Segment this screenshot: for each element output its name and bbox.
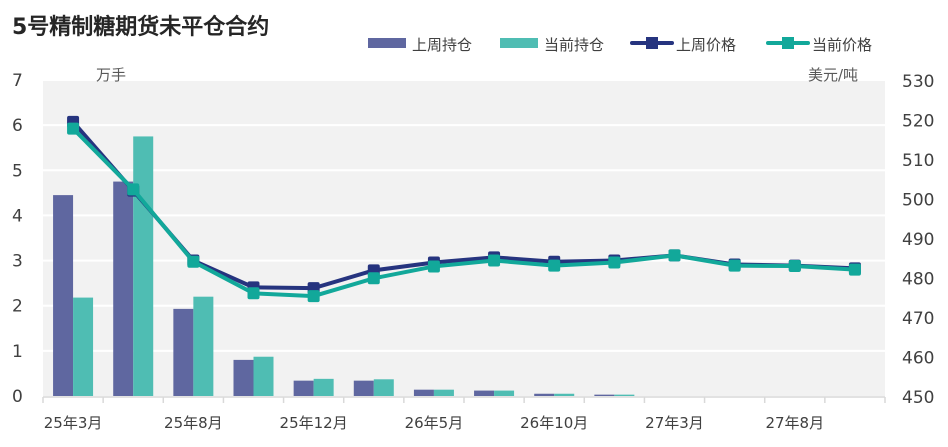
left-tick-label: 4: [12, 206, 23, 226]
point-current-2: [187, 255, 200, 268]
left-tick-label: 2: [12, 297, 23, 317]
bar-current-1: [133, 136, 154, 396]
x-tick-label: 25年12月: [280, 414, 348, 432]
point-current-10: [668, 249, 681, 262]
left-tick-label: 5: [12, 161, 23, 181]
left-tick-label: 7: [12, 71, 23, 91]
bar-last-week-9: [594, 394, 615, 396]
right-tick-label: 480: [902, 270, 934, 290]
x-tick-label: 25年8月: [164, 414, 223, 432]
point-current-8: [548, 259, 561, 272]
legend-marker: [782, 37, 794, 49]
line-current-price: [71, 127, 856, 299]
point-current-11: [728, 259, 741, 272]
bar-current-9: [614, 394, 635, 396]
point-current-5: [367, 272, 380, 285]
bar-last-week-2: [173, 308, 194, 396]
point-current-0: [67, 122, 80, 135]
chart-title: 5号精制糖期货未平仓合约: [12, 14, 269, 40]
right-tick-label: 510: [902, 151, 934, 171]
bar-last-week-5: [353, 380, 374, 396]
bar-current-4: [313, 378, 334, 396]
plot-area: [43, 80, 885, 396]
right-tick-label: 460: [902, 349, 934, 369]
bar-current-5: [373, 379, 394, 396]
legend-swatch: [500, 38, 538, 48]
legend-label: 上周持仓: [412, 36, 472, 54]
right-tick-label: 520: [902, 112, 934, 132]
bar-current-6: [433, 389, 454, 396]
point-current-4: [307, 290, 320, 303]
x-tick-label: 27年8月: [765, 414, 824, 432]
right-tick-label: 530: [902, 72, 934, 92]
bar-last-week-4: [293, 380, 314, 396]
x-tick-label: 25年3月: [44, 414, 103, 432]
bar-current-2: [193, 296, 214, 396]
left-axis-unit: 万手: [96, 66, 126, 84]
right-tick-label: 450: [902, 388, 934, 408]
right-tick-label: 470: [902, 309, 934, 329]
point-current-13: [848, 263, 861, 276]
bar-current-3: [253, 356, 274, 396]
bar-last-week-0: [53, 195, 74, 396]
x-tick-label: 26年10月: [520, 414, 588, 432]
point-current-3: [247, 287, 260, 300]
legend-label: 当前持仓: [544, 36, 604, 54]
point-current-6: [427, 260, 440, 273]
right-tick-label: 490: [902, 230, 934, 250]
legend: 上周持仓 当前持仓 上周价格 当前价格: [368, 36, 872, 54]
left-tick-label: 0: [12, 387, 23, 407]
right-tick-label: 500: [902, 191, 934, 211]
point-current-7: [488, 254, 501, 267]
left-tick-label: 3: [12, 252, 23, 272]
bar-current-0: [73, 297, 94, 396]
bar-last-week-6: [413, 389, 434, 396]
bar-last-week-1: [113, 181, 134, 396]
x-tick-label: 27年3月: [645, 414, 704, 432]
point-current-9: [608, 256, 621, 269]
point-current-12: [788, 260, 801, 273]
bar-current-8: [554, 393, 575, 396]
legend-label: 上周价格: [676, 36, 736, 54]
legend-swatch: [368, 38, 406, 48]
left-tick-label: 6: [12, 116, 23, 136]
right-axis-unit: 美元/吨: [808, 66, 858, 84]
bar-last-week-3: [233, 359, 254, 396]
point-current-1: [127, 183, 140, 196]
bar-current-7: [494, 390, 515, 396]
bar-last-week-7: [474, 390, 495, 396]
x-tick-label: 26年5月: [405, 414, 464, 432]
legend-label: 当前价格: [812, 36, 872, 54]
bar-last-week-8: [534, 393, 555, 396]
legend-marker: [646, 37, 658, 49]
left-tick-label: 1: [12, 342, 23, 362]
